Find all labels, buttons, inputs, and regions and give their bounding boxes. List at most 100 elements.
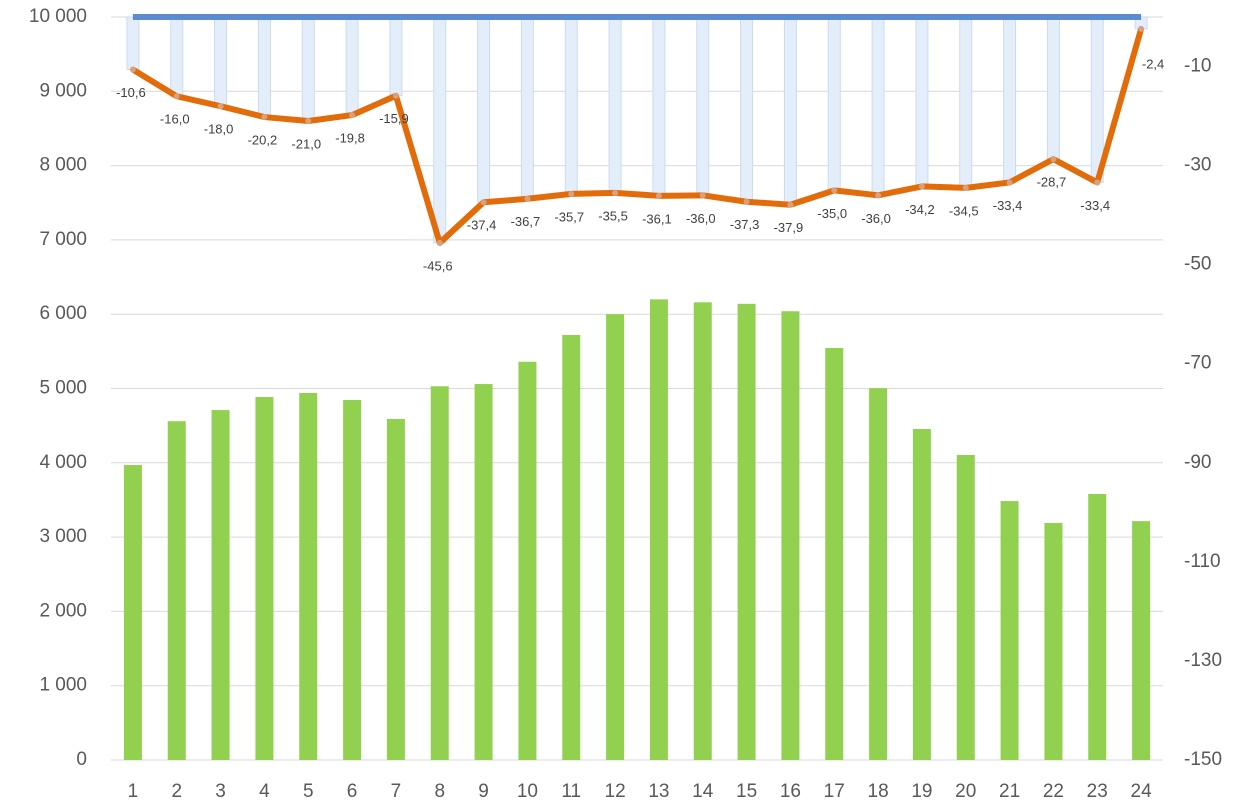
data-label: -33,4 bbox=[1080, 198, 1110, 213]
bar bbox=[783, 16, 797, 206]
bar bbox=[959, 16, 973, 189]
x-tick-label: 18 bbox=[868, 781, 889, 802]
point bbox=[305, 118, 312, 125]
y2-tick-label: -110 bbox=[1184, 551, 1221, 572]
bar bbox=[693, 302, 712, 760]
x-tick-label: 17 bbox=[824, 781, 845, 802]
data-label: -36,7 bbox=[511, 214, 541, 229]
bar bbox=[1132, 521, 1151, 760]
bar bbox=[915, 16, 929, 187]
data-label: -20,2 bbox=[248, 132, 278, 147]
bar bbox=[211, 410, 230, 760]
data-label: -19,8 bbox=[335, 131, 365, 146]
point bbox=[612, 189, 619, 196]
point bbox=[524, 195, 531, 202]
y-tick-label: 5 000 bbox=[39, 378, 87, 399]
y-tick-label: 4 000 bbox=[39, 452, 87, 473]
bar bbox=[433, 16, 447, 244]
data-label: -35,0 bbox=[817, 206, 847, 221]
y-tick-label: 0 bbox=[76, 749, 87, 770]
data-label: -16,0 bbox=[160, 112, 190, 127]
point bbox=[173, 93, 180, 100]
x-tick-label: 19 bbox=[911, 781, 932, 802]
y2-tick-label: -70 bbox=[1184, 353, 1211, 374]
bar bbox=[255, 397, 274, 760]
y2-tick-label: -30 bbox=[1184, 155, 1211, 176]
bar bbox=[871, 16, 885, 196]
bar bbox=[1000, 501, 1019, 760]
bar bbox=[518, 361, 537, 760]
y-tick-label: 8 000 bbox=[39, 155, 87, 176]
data-label: -18,0 bbox=[204, 122, 234, 137]
x-tick-label: 6 bbox=[347, 781, 358, 802]
x-tick-label: 22 bbox=[1043, 781, 1064, 802]
point bbox=[1006, 179, 1013, 186]
bar bbox=[123, 465, 142, 760]
bar bbox=[649, 299, 668, 760]
data-label: -28,7 bbox=[1037, 175, 1067, 190]
y-tick-label: 10 000 bbox=[29, 6, 87, 27]
bar bbox=[214, 16, 228, 107]
bar bbox=[1044, 522, 1063, 760]
bar bbox=[606, 314, 625, 760]
y-tick-label: 1 000 bbox=[39, 675, 87, 696]
x-tick-label: 15 bbox=[736, 781, 757, 802]
x-tick-label: 21 bbox=[999, 781, 1020, 802]
bar bbox=[474, 384, 493, 760]
bar bbox=[562, 335, 581, 760]
x-tick-label: 5 bbox=[303, 781, 314, 802]
bar bbox=[126, 16, 140, 71]
data-label: -37,3 bbox=[730, 217, 760, 232]
data-label: -10,6 bbox=[116, 85, 146, 100]
bar bbox=[299, 392, 318, 760]
x-tick-label: 13 bbox=[648, 781, 669, 802]
bar bbox=[389, 16, 403, 97]
x-tick-label: 16 bbox=[780, 781, 801, 802]
bar bbox=[1003, 16, 1017, 183]
data-label: -36,1 bbox=[642, 211, 672, 226]
data-label: -15,9 bbox=[379, 111, 409, 126]
x-tick-label: 1 bbox=[128, 781, 139, 802]
data-label: -33,4 bbox=[993, 198, 1023, 213]
bar bbox=[477, 16, 491, 203]
bar bbox=[827, 16, 841, 191]
point bbox=[1138, 25, 1145, 32]
y-tick-label: 6 000 bbox=[39, 303, 87, 324]
bar bbox=[740, 16, 754, 203]
x-tick-label: 11 bbox=[561, 781, 581, 802]
x-tick-label: 7 bbox=[391, 781, 402, 802]
bar bbox=[825, 348, 844, 760]
bar bbox=[520, 16, 534, 200]
bar bbox=[345, 16, 359, 116]
bar bbox=[1046, 16, 1060, 160]
x-tick-label: 12 bbox=[605, 781, 626, 802]
data-label: -37,9 bbox=[774, 220, 804, 235]
y2-tick-label: -130 bbox=[1184, 650, 1222, 671]
point bbox=[743, 198, 750, 205]
point bbox=[787, 201, 794, 208]
point bbox=[217, 103, 224, 110]
point bbox=[831, 187, 838, 194]
data-label: -36,0 bbox=[861, 211, 891, 226]
bar bbox=[257, 16, 271, 118]
point bbox=[261, 114, 268, 121]
y2-tick-label: -50 bbox=[1184, 254, 1211, 275]
x-tick-label: 24 bbox=[1131, 781, 1153, 802]
bar bbox=[430, 386, 449, 760]
bar bbox=[564, 16, 578, 195]
x-tick-label: 2 bbox=[171, 781, 182, 802]
line bbox=[131, 28, 1144, 246]
bar bbox=[343, 400, 362, 760]
bar bbox=[167, 421, 186, 760]
bar bbox=[737, 303, 756, 760]
data-label: -2,4 bbox=[1142, 56, 1164, 71]
bar bbox=[696, 16, 710, 196]
y2-tick-label: -90 bbox=[1184, 452, 1211, 473]
x-tick-label: 9 bbox=[478, 781, 489, 802]
x-tick-label: 14 bbox=[692, 781, 714, 802]
point bbox=[480, 199, 487, 206]
data-label: -36,0 bbox=[686, 211, 716, 226]
bar bbox=[781, 311, 800, 760]
bar bbox=[386, 418, 405, 760]
